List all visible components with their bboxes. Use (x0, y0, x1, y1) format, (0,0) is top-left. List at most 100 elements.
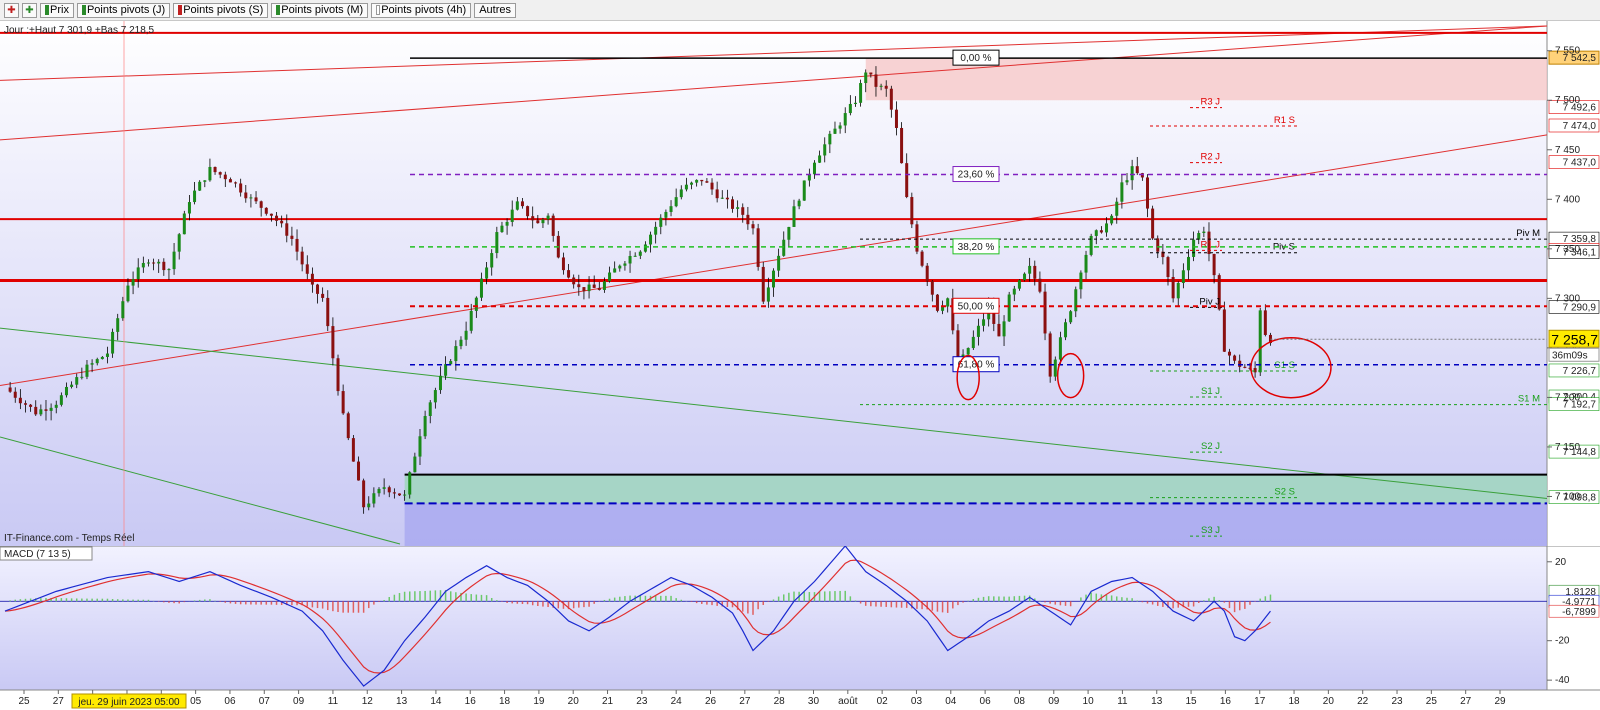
pivot-label: R3 J (1200, 97, 1220, 108)
candle (44, 409, 48, 411)
candle (1074, 289, 1078, 312)
candle (70, 384, 74, 387)
toolbar-button-autres[interactable]: Autres (474, 2, 516, 18)
color-swatch (276, 5, 281, 15)
x-tick-label: 09 (293, 696, 305, 707)
x-tick-label: 06 (980, 696, 992, 707)
support-zone-lower (404, 503, 1547, 546)
candle (1238, 360, 1242, 367)
x-tick-label: 23 (636, 696, 648, 707)
y-tick-label: 7 300 (1555, 293, 1580, 304)
candle (377, 488, 381, 494)
candle (49, 407, 53, 411)
trendline[interactable] (0, 327, 1548, 499)
remove-icon[interactable]: ✚ (4, 2, 19, 18)
candle (602, 281, 606, 290)
candle (1135, 166, 1139, 174)
toolbar-button-pivots-s[interactable]: Points pivots (S) (173, 2, 269, 18)
x-tick-label: 12 (362, 696, 374, 707)
candle (500, 225, 504, 233)
y-tick-label: 7 100 (1555, 491, 1580, 502)
candle (490, 253, 494, 268)
circle-annotation[interactable] (1250, 336, 1332, 399)
candle (428, 402, 432, 417)
x-tick-label: 18 (1288, 696, 1300, 707)
candle (433, 390, 437, 403)
circle-annotation[interactable] (1056, 352, 1085, 399)
candle (1186, 256, 1190, 271)
toolbar-button-pivots-j[interactable]: Points pivots (J) (76, 2, 171, 18)
support-zone (404, 474, 1547, 504)
candle (725, 197, 729, 200)
fib-label: 61,80 % (958, 360, 995, 371)
trendline[interactable] (0, 25, 1548, 141)
macd-chart[interactable]: 20-20-401,8128-4,9771-6,7899 252729juil.… (0, 546, 1600, 710)
candle (1002, 321, 1006, 337)
candle (1064, 322, 1068, 338)
pivot-price-label: 7 226,7 (1563, 366, 1597, 377)
pivot-price-box (1548, 100, 1600, 114)
pivot-label: S1 J (1201, 386, 1220, 397)
candle (346, 413, 350, 439)
candle (39, 409, 43, 415)
x-tick-label: 21 (602, 696, 614, 707)
candle (695, 179, 699, 183)
candle (930, 281, 934, 295)
candle (111, 331, 115, 354)
candle (859, 83, 863, 103)
candle (34, 406, 38, 415)
circle-annotation[interactable] (956, 354, 980, 401)
candle (1038, 278, 1042, 292)
candle (223, 174, 227, 180)
candle (1176, 282, 1180, 299)
fib-price-label: 7 542,5 (1563, 53, 1597, 64)
candle (731, 199, 735, 209)
candle (848, 103, 852, 114)
trendline[interactable] (0, 25, 1548, 81)
x-tick-label: 13 (1151, 696, 1163, 707)
candle (105, 353, 109, 357)
candle (423, 416, 427, 437)
candle (1079, 272, 1083, 290)
candle (449, 361, 453, 365)
candle (131, 279, 135, 286)
candle (75, 377, 79, 385)
watermark: IT-Finance.com - Temps Réel (4, 533, 134, 544)
candle (321, 293, 325, 298)
trendline[interactable] (0, 436, 401, 545)
candle (239, 183, 243, 193)
toolbar-button-prix[interactable]: Prix (40, 2, 74, 18)
pivot-price-box (1548, 444, 1600, 459)
candle (259, 201, 263, 208)
candle (23, 403, 27, 405)
crosshair-date-box (71, 693, 187, 709)
candle (1099, 230, 1103, 233)
x-tick-label: 16 (1220, 696, 1232, 707)
x-tick-label: août (838, 696, 858, 707)
candle (397, 493, 401, 496)
candle (382, 487, 386, 489)
x-tick-label: 07 (259, 696, 271, 707)
candle (1048, 333, 1052, 377)
candle (638, 251, 642, 256)
crosshair-date-label: jeu. 29 juin 2023 05:00 (77, 697, 180, 708)
candle (1105, 223, 1109, 233)
color-swatch (178, 5, 183, 15)
trendline[interactable] (0, 134, 1548, 387)
pivot-label: S1 M (1518, 394, 1540, 405)
candle (367, 503, 371, 508)
candle (838, 125, 842, 129)
candle (541, 219, 545, 224)
candle (551, 215, 555, 236)
toolbar-button-pivots-m[interactable]: Points pivots (M) (271, 2, 369, 18)
candle (1069, 311, 1073, 323)
add-icon[interactable]: ✚ (22, 2, 37, 18)
candle (935, 294, 939, 311)
toolbar-button-pivots-4h[interactable]: Points pivots (4h) (371, 2, 472, 18)
candle (756, 228, 760, 267)
candle (633, 255, 637, 257)
x-tick-label: 02 (877, 696, 889, 707)
candle (889, 88, 893, 110)
candle (408, 472, 412, 495)
